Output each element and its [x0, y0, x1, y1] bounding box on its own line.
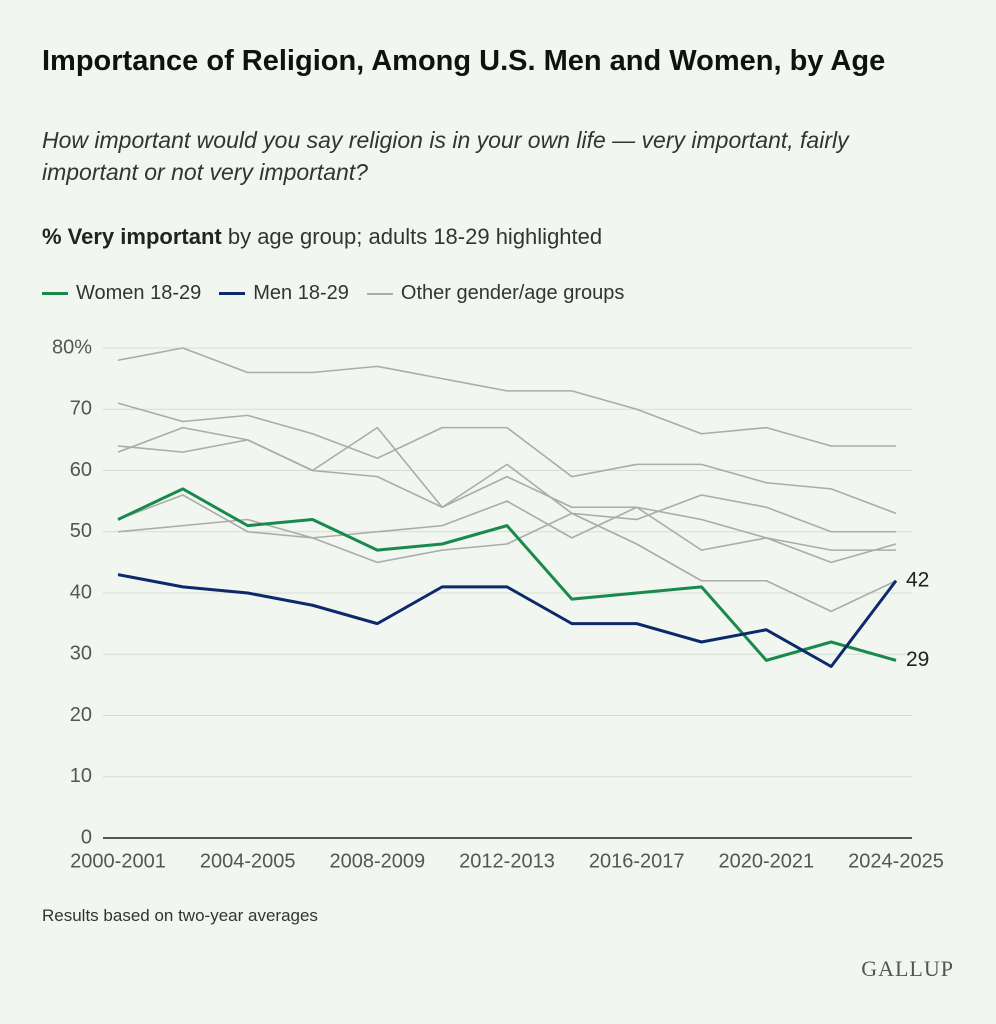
measure-label: % Very important by age group; adults 18…	[42, 224, 602, 250]
other-group-line	[117, 426, 896, 533]
y-tick-label: 80%	[52, 336, 92, 358]
x-tick-label: 2024-2025	[848, 850, 944, 872]
x-tick-label: 2016-2017	[589, 850, 685, 872]
x-tick-label: 2020-2021	[719, 850, 815, 872]
y-tick-label: 50	[70, 520, 92, 542]
y-tick-label: 40	[70, 581, 92, 603]
y-tick-label: 0	[81, 826, 92, 848]
legend-label: Men 18-29	[253, 282, 349, 304]
legend-item: Other gender/age groups	[366, 282, 625, 305]
x-tick-label: 2008-2009	[330, 850, 426, 872]
other-group-line	[117, 402, 897, 515]
chart-title: Importance of Religion, Among U.S. Men a…	[42, 45, 886, 77]
y-tick-label: 30	[70, 643, 92, 665]
legend-swatch	[366, 292, 393, 295]
end-label: 42	[906, 568, 929, 591]
y-tick-label: 10	[70, 765, 92, 787]
x-tick-label: 2012-2013	[459, 850, 555, 872]
legend-item: Men 18-29	[219, 282, 349, 305]
series-line	[117, 487, 897, 662]
source-logo: GALLUP	[861, 956, 954, 981]
other-group-line	[117, 347, 896, 447]
legend-label: Women 18-29	[76, 282, 202, 304]
x-tick-label: 2000-2001	[70, 850, 166, 872]
legend-item: Women 18-29	[42, 282, 201, 305]
measure-rest: by age group; adults 18-29 highlighted	[227, 224, 603, 249]
legend-swatch	[219, 292, 246, 295]
other-group-line	[117, 494, 897, 613]
measure-bold: % Very important	[42, 224, 222, 249]
legend: Women 18-29 Men 18-29 Other gender/age g…	[42, 282, 624, 305]
legend-label: Other gender/age groups	[400, 282, 625, 304]
y-tick-label: 60	[70, 459, 92, 481]
series-line	[117, 573, 898, 668]
other-group-line	[117, 500, 897, 564]
y-tick-label: 20	[70, 704, 92, 726]
end-label: 29	[906, 648, 929, 671]
legend-swatch	[42, 292, 68, 295]
y-tick-label: 70	[70, 398, 92, 420]
footnote: Results based on two-year averages	[42, 906, 318, 925]
chart-subtitle: How important would you say religion is …	[42, 127, 849, 185]
x-tick-label: 2004-2005	[200, 850, 296, 872]
